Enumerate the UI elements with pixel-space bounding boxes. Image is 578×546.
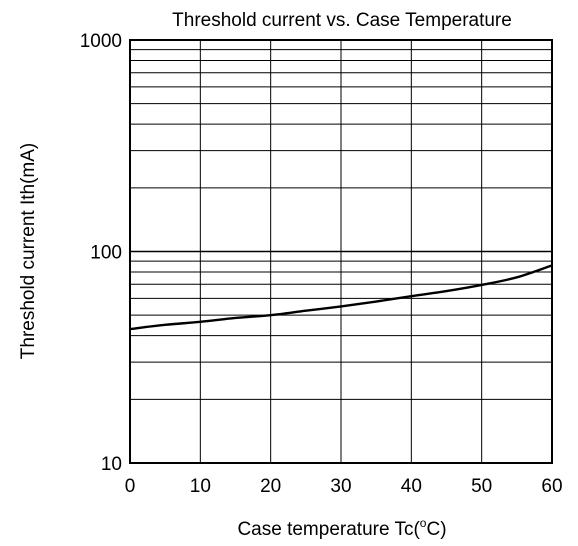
chart-title: Threshold current vs. Case Temperature <box>172 10 512 31</box>
x-axis-label-prefix: Case temperature Tc( <box>237 519 420 540</box>
y-tick-label: 10 <box>101 454 122 475</box>
y-tick-label: 100 <box>90 243 122 264</box>
x-tick-label: 20 <box>260 476 281 497</box>
x-axis-label-suffix: C) <box>426 519 446 540</box>
x-tick-label: 30 <box>330 476 351 497</box>
series-line <box>129 264 553 331</box>
plot-area-border <box>129 39 553 464</box>
grid <box>129 40 553 464</box>
y-tick-label: 1000 <box>80 31 122 52</box>
x-tick-label: 50 <box>471 476 492 497</box>
x-tick-label: 10 <box>190 476 211 497</box>
x-axis-label-degree: o <box>420 516 427 530</box>
x-tick-labels: 0 10 20 30 40 50 60 <box>125 476 563 497</box>
x-tick-label: 40 <box>401 476 422 497</box>
x-axis-label: Case temperature Tc(oC) <box>237 516 446 540</box>
y-tick-labels: 10 100 1000 <box>80 31 122 475</box>
x-tick-label: 60 <box>541 476 562 497</box>
x-tick-label: 0 <box>125 476 136 497</box>
y-axis-label: Threshold current Ith(mA) <box>18 143 39 359</box>
